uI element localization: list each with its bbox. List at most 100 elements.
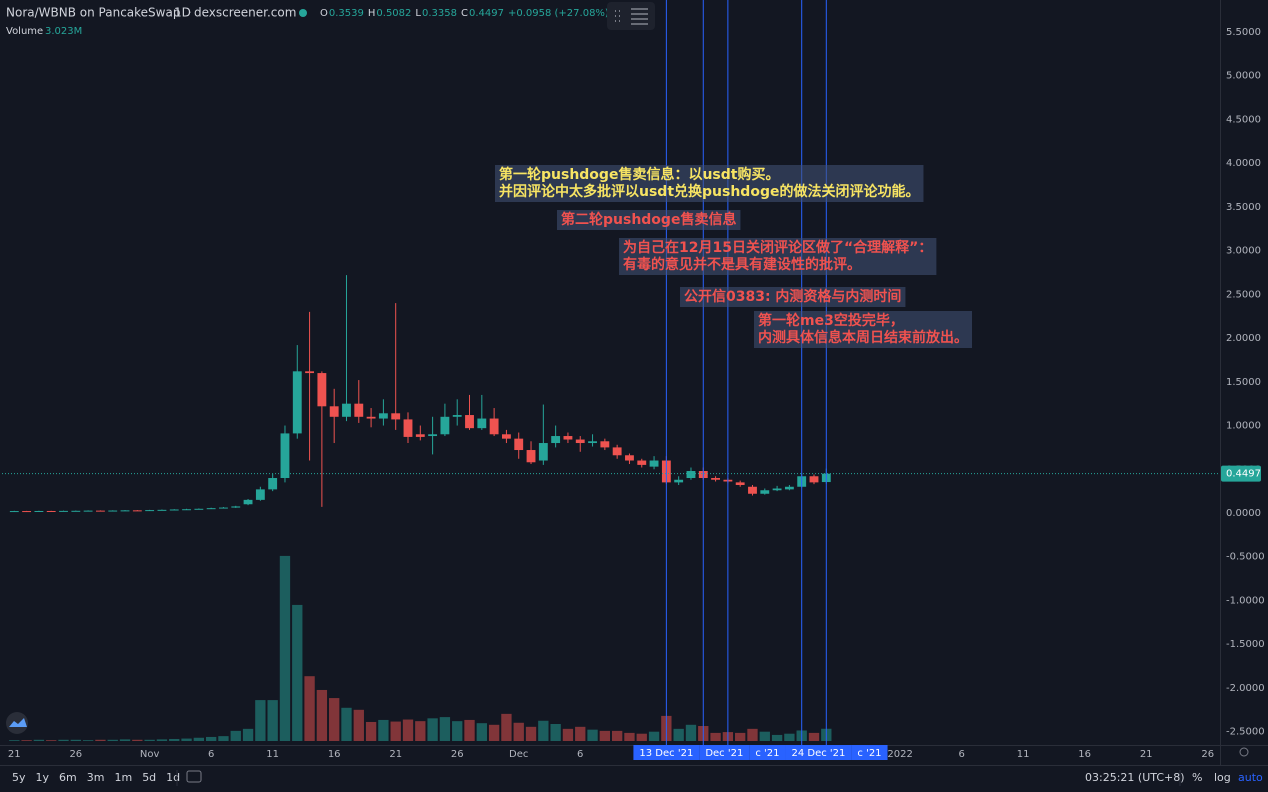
x-tick-label: Dec xyxy=(509,749,528,760)
percent-toggle[interactable]: % xyxy=(1192,771,1202,784)
candle-body xyxy=(649,460,659,467)
ohlc-value: 0.5082 xyxy=(376,8,411,19)
volume-bar xyxy=(735,732,746,741)
x-tick-label: 16 xyxy=(328,749,341,760)
candle-body xyxy=(526,450,536,463)
volume-bar xyxy=(218,736,229,741)
annotation-text: 内测具体信息本周日结束前放出。 xyxy=(758,329,968,346)
settings-icon[interactable] xyxy=(1239,747,1249,757)
volume-bar xyxy=(550,723,561,741)
candle-body xyxy=(391,413,401,420)
volume-bar xyxy=(673,728,684,741)
volume-bar xyxy=(685,724,697,741)
candle-body xyxy=(120,510,130,512)
x-tick-label: 16 xyxy=(1078,749,1091,760)
candle-body xyxy=(428,434,438,437)
y-tick-label: 0.0000 xyxy=(1226,508,1261,519)
y-tick-label: -1.0000 xyxy=(1226,595,1265,606)
range-button[interactable]: 1m xyxy=(114,771,132,784)
volume-bar xyxy=(156,739,168,741)
annotation: 公开信0383: 内测资格与内测时间 xyxy=(680,287,906,307)
status-dot xyxy=(299,9,307,17)
candle-body xyxy=(575,439,585,444)
candle-body xyxy=(194,508,204,510)
candle-body xyxy=(46,510,56,512)
annotation-text: 为自己在12月15日关闭评论区做了“合理解释”： xyxy=(623,239,932,256)
marker-text: 13 Dec '21 xyxy=(639,748,693,759)
candle-body xyxy=(83,510,93,512)
marker-text: c '21 xyxy=(755,748,779,759)
date-range-icon[interactable] xyxy=(186,770,202,783)
ohlc-key: C xyxy=(461,8,468,19)
candle-body xyxy=(317,373,327,407)
auto-toggle[interactable]: auto xyxy=(1238,771,1263,784)
volume-label: Volume xyxy=(6,26,43,37)
range-button[interactable]: 5d xyxy=(142,771,156,784)
volume-bar xyxy=(21,740,32,741)
candle-body xyxy=(686,471,696,479)
marker-tag xyxy=(699,745,750,760)
icon-lines xyxy=(631,8,648,25)
volume-bar xyxy=(144,739,155,741)
marker-label: 24 Dec '21 xyxy=(785,745,852,760)
volume-bar xyxy=(415,721,426,741)
ohlc-legend: O 0.3539 H 0.5082 L 0.3358 C 0.4497 +0.0958 (+27… xyxy=(320,8,609,19)
volume-bar xyxy=(353,709,364,741)
volume-bar xyxy=(575,726,586,741)
volume-bar xyxy=(562,728,574,741)
y-tick-label: 1.5000 xyxy=(1226,377,1261,388)
volume-bar xyxy=(132,739,143,741)
y-tick-label: 4.5000 xyxy=(1226,114,1261,125)
x-tick-label: 21 xyxy=(1140,749,1153,760)
volume-bar xyxy=(599,730,611,741)
candle-body xyxy=(206,508,216,510)
volume-bar xyxy=(538,720,549,741)
toolbar-icon[interactable] xyxy=(607,2,655,30)
candle-body xyxy=(329,406,339,417)
separator: · xyxy=(168,6,172,19)
separator: · xyxy=(188,6,192,19)
volume-bar xyxy=(107,739,118,741)
candle-body xyxy=(22,511,32,513)
candle-body xyxy=(280,433,290,479)
range-button[interactable]: 1y xyxy=(36,771,50,784)
volume-bar xyxy=(710,732,721,741)
source: dexscreener.com xyxy=(194,6,296,20)
y-tick-label: 3.5000 xyxy=(1226,202,1261,213)
volume-bar xyxy=(771,734,783,741)
y-tick-label: 2.5000 xyxy=(1226,289,1261,300)
range-button[interactable]: 1d xyxy=(166,771,180,784)
volume-bar xyxy=(808,732,820,741)
volume-bar xyxy=(304,676,315,741)
log-toggle[interactable]: log xyxy=(1214,771,1231,784)
volume-bar xyxy=(70,739,81,741)
candle-body xyxy=(145,510,155,512)
icon-bg[interactable] xyxy=(607,2,655,30)
annotation-box xyxy=(754,311,972,348)
range-button[interactable]: 6m xyxy=(59,771,77,784)
marker-label: c '21 xyxy=(851,745,888,760)
x-tick-label: 6 xyxy=(958,749,964,760)
y-tick-label: 1.0000 xyxy=(1226,421,1261,432)
volume-bar xyxy=(329,698,340,741)
annotation-box xyxy=(619,238,937,275)
ohlc-key: L xyxy=(415,8,421,19)
range-button[interactable]: 5y xyxy=(12,771,26,784)
logo-bg xyxy=(6,712,28,734)
range-button[interactable]: 3m xyxy=(87,771,105,784)
candle-body xyxy=(255,489,265,500)
candle-body xyxy=(772,488,782,491)
volume-bar xyxy=(636,733,647,741)
candle-body xyxy=(600,441,610,448)
annotation-text: 并因评论中太多批评以usdt兑换pushdoge的做法关闭评论功能。 xyxy=(499,183,919,200)
volume-bar xyxy=(255,700,266,741)
header: Nora/WBNB on PancakeSwap · 1D · dexscree… xyxy=(6,6,609,38)
ohlc-value: 0.3539 xyxy=(329,8,364,19)
candle-body xyxy=(366,416,376,419)
annotation-text: 第二轮pushdoge售卖信息 xyxy=(561,211,736,228)
annotation-text: 第一轮pushdoge售卖信息：以usdt购买。 xyxy=(499,166,779,183)
volume-bar xyxy=(611,730,623,741)
candle-body xyxy=(711,478,721,480)
volume-bar xyxy=(169,738,180,741)
logo xyxy=(6,712,28,734)
